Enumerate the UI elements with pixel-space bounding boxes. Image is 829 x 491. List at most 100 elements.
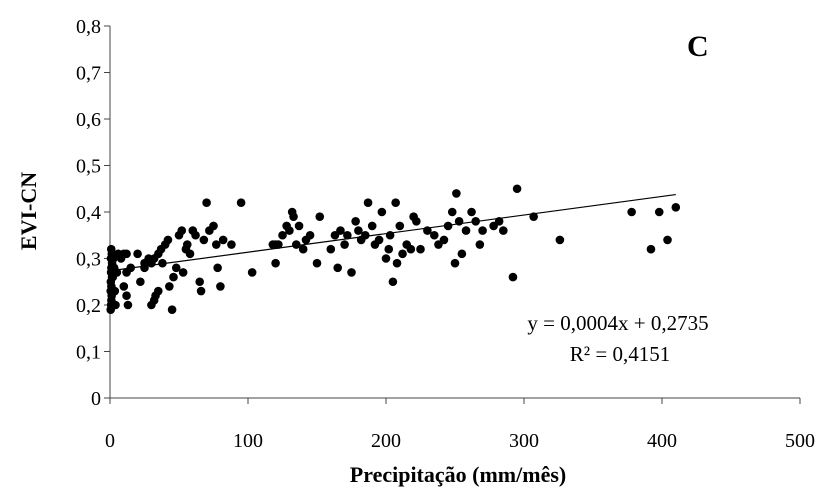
y-axis-title: EVI-CN bbox=[16, 172, 41, 250]
data-point bbox=[461, 226, 471, 235]
data-point bbox=[333, 263, 343, 273]
y-tick-label: 0,5 bbox=[76, 156, 101, 178]
data-point bbox=[182, 240, 192, 249]
x-tick-label: 500 bbox=[785, 430, 815, 452]
data-point bbox=[247, 268, 257, 277]
data-point bbox=[305, 230, 315, 240]
data-point bbox=[294, 221, 304, 231]
data-point bbox=[395, 221, 405, 231]
data-point bbox=[447, 207, 457, 217]
data-point bbox=[654, 207, 664, 217]
data-point bbox=[123, 300, 133, 310]
data-point bbox=[367, 221, 377, 231]
data-point bbox=[133, 249, 142, 259]
data-point bbox=[450, 258, 460, 268]
x-tick-label: 100 bbox=[233, 430, 263, 452]
data-point bbox=[136, 277, 145, 287]
data-point bbox=[111, 300, 120, 310]
data-point bbox=[478, 226, 487, 235]
data-point bbox=[315, 212, 325, 221]
data-point bbox=[211, 240, 221, 249]
data-point bbox=[457, 249, 467, 259]
data-point bbox=[177, 226, 187, 235]
data-point bbox=[381, 254, 391, 263]
panel-label: C bbox=[687, 30, 709, 63]
data-point bbox=[236, 198, 246, 207]
data-point bbox=[363, 198, 373, 207]
data-point bbox=[185, 249, 195, 259]
data-point bbox=[406, 244, 416, 254]
data-point bbox=[343, 230, 352, 240]
data-point bbox=[499, 226, 508, 235]
data-point bbox=[227, 240, 236, 249]
data-point bbox=[289, 212, 298, 221]
data-point bbox=[163, 235, 173, 245]
x-tick-label: 200 bbox=[371, 430, 401, 452]
data-point bbox=[171, 263, 181, 273]
y-tick-label: 0,7 bbox=[76, 63, 101, 85]
data-point bbox=[351, 217, 360, 226]
data-point bbox=[216, 282, 225, 291]
data-point bbox=[398, 249, 407, 259]
x-axis-title: Precipitação (mm/mês) bbox=[350, 462, 566, 487]
y-axis: 0 0,1 0,2 0,3 0,4 0,5 0,6 0,7 0,8 bbox=[76, 16, 111, 410]
trendline-layer bbox=[109, 193, 676, 272]
data-point bbox=[122, 249, 131, 259]
data-point bbox=[377, 207, 387, 217]
data-point bbox=[191, 230, 200, 240]
y-tick-label: 0 bbox=[91, 388, 101, 410]
data-point bbox=[452, 189, 461, 198]
trendline bbox=[109, 193, 676, 272]
data-point bbox=[646, 244, 656, 254]
data-point bbox=[278, 230, 287, 240]
data-point bbox=[671, 203, 681, 212]
data-point bbox=[209, 221, 218, 231]
data-point bbox=[336, 226, 345, 235]
y-tick-label: 0,6 bbox=[76, 109, 101, 131]
data-point bbox=[374, 235, 384, 245]
x-axis: 0 100 200 300 400 500 bbox=[105, 397, 815, 452]
data-point bbox=[392, 258, 402, 268]
data-point bbox=[292, 240, 301, 249]
data-point bbox=[199, 235, 209, 245]
y-tick-label: 0,1 bbox=[76, 342, 101, 364]
data-point bbox=[340, 240, 349, 249]
data-point bbox=[122, 291, 131, 301]
data-point bbox=[388, 277, 398, 287]
data-point bbox=[312, 258, 322, 268]
data-point bbox=[165, 282, 174, 291]
data-point bbox=[555, 235, 565, 245]
data-point bbox=[106, 244, 116, 254]
data-point bbox=[361, 230, 370, 240]
data-point bbox=[475, 240, 485, 249]
data-point bbox=[663, 235, 672, 245]
scatter-points bbox=[106, 184, 681, 314]
data-point bbox=[178, 268, 188, 277]
data-point bbox=[326, 244, 336, 254]
x-tick-label: 300 bbox=[509, 430, 539, 452]
data-point bbox=[443, 221, 453, 231]
data-point bbox=[202, 198, 211, 207]
data-point bbox=[169, 272, 178, 282]
data-point bbox=[512, 184, 522, 194]
trendline-r-squared: R² = 0,4151 bbox=[570, 342, 670, 366]
data-point bbox=[271, 258, 280, 268]
data-point bbox=[154, 286, 163, 296]
data-point bbox=[167, 305, 177, 314]
data-point bbox=[110, 286, 120, 296]
data-point bbox=[213, 263, 222, 273]
data-point bbox=[412, 217, 421, 226]
y-tick-label: 0,8 bbox=[76, 16, 101, 38]
x-tick-label: 400 bbox=[647, 430, 677, 452]
data-point bbox=[430, 230, 439, 240]
data-point bbox=[347, 268, 356, 277]
data-point bbox=[274, 240, 283, 249]
data-point bbox=[467, 207, 476, 217]
data-point bbox=[508, 272, 518, 282]
y-tick-label: 0,4 bbox=[76, 202, 101, 224]
data-point bbox=[391, 198, 400, 207]
trendline-equation: y = 0,0004x + 0,2735 bbox=[527, 311, 708, 335]
data-point bbox=[218, 235, 228, 245]
x-tick-label: 0 bbox=[105, 430, 115, 452]
